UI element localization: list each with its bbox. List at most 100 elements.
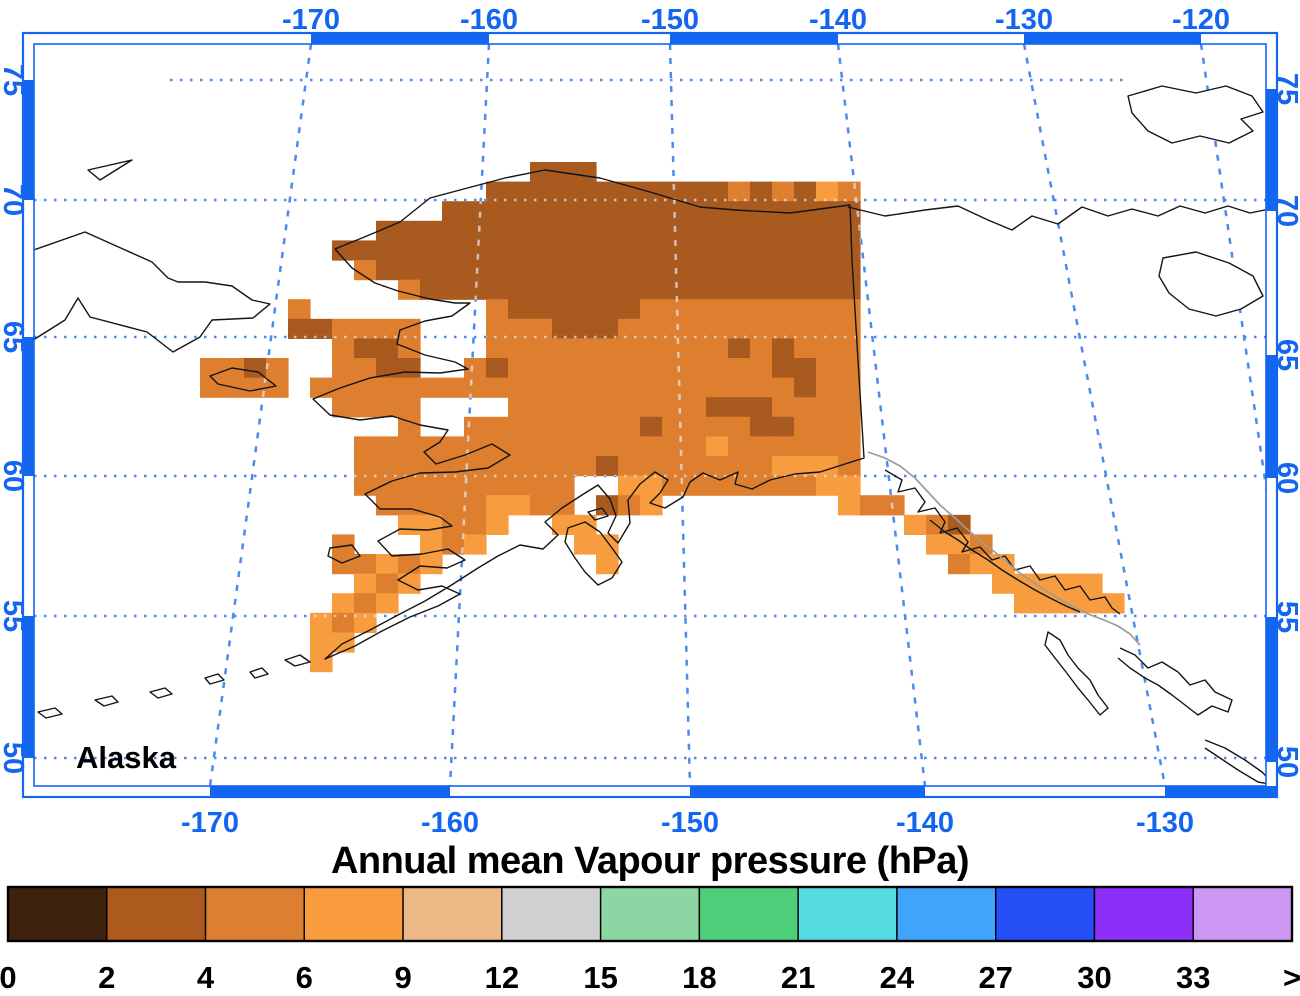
grid-cell [442, 495, 465, 516]
grid-cell [816, 260, 839, 281]
grid-cell [640, 416, 663, 437]
grid-cell [552, 279, 575, 300]
grid-cell [508, 181, 531, 202]
se-archipelago-inner [929, 519, 1081, 613]
colorbar-segment [402, 886, 503, 942]
grid-cell [662, 299, 685, 320]
grid-cell [838, 240, 861, 261]
grid-cell [552, 377, 575, 398]
grid-cell [948, 554, 971, 575]
grid-cell [310, 377, 333, 398]
chukotka-coast [34, 231, 271, 353]
grid-cell [640, 495, 663, 516]
grid-cell [706, 475, 729, 496]
grid-cell [398, 514, 421, 535]
grid-cell [640, 201, 663, 222]
grid-cell [486, 201, 509, 222]
grid-cell [530, 436, 553, 457]
colorbar-segment [1192, 886, 1293, 942]
grid-cell [706, 416, 729, 437]
grid-cell [420, 436, 443, 457]
grid-cell [970, 534, 993, 555]
grid-cell [618, 201, 641, 222]
frame-tick-right [1266, 89, 1277, 211]
grid-cell [420, 554, 443, 575]
lon-label-bottom: -160 [421, 807, 479, 839]
grid-cell [904, 514, 927, 535]
grid-cell [596, 181, 619, 202]
grid-cell [640, 299, 663, 320]
grid-cell [552, 338, 575, 359]
grid-cell [508, 338, 531, 359]
grid-cell [816, 475, 839, 496]
grid-cell [574, 514, 597, 535]
grid-cell [794, 181, 817, 202]
canada-island-1 [1127, 85, 1264, 144]
colorbar-segment [106, 886, 207, 942]
grid-cell [420, 534, 443, 555]
grid-cell [530, 358, 553, 379]
colorbar-label: 12 [485, 960, 519, 995]
grid-cell [464, 260, 487, 281]
grid-cell [376, 318, 399, 339]
grid-cell [728, 201, 751, 222]
lon-label-bottom: -140 [896, 807, 954, 839]
grid-cell [310, 612, 333, 633]
grid-cell [530, 495, 553, 516]
grid-cell [398, 436, 421, 457]
grid-cell [508, 240, 531, 261]
grid-cell [618, 181, 641, 202]
grid-cell [552, 495, 575, 516]
grid-cell [706, 260, 729, 281]
grid-cell [574, 377, 597, 398]
grid-cell [244, 377, 267, 398]
grid-cell [772, 475, 795, 496]
grid-cell [552, 318, 575, 339]
grid-cell [486, 181, 509, 202]
grid-cell [332, 358, 355, 379]
grid-cell [794, 436, 817, 457]
grid-cell [1014, 593, 1037, 614]
grid-cell [816, 220, 839, 241]
grid-cell [706, 397, 729, 418]
grid-cell [596, 416, 619, 437]
grid-cell [662, 377, 685, 398]
grid-cell [618, 475, 641, 496]
grid-cell [596, 495, 619, 516]
grid-cell [772, 299, 795, 320]
grid-cell [684, 220, 707, 241]
grid-cell [684, 318, 707, 339]
grid-cell [706, 436, 729, 457]
grid-cell [794, 397, 817, 418]
grid-cell [530, 162, 553, 183]
grid-cell [618, 299, 641, 320]
frame-tick-right [1266, 355, 1277, 478]
frame-tick-bottom [1165, 786, 1277, 797]
colorbar-label: 30 [1077, 960, 1111, 995]
lat-label-left: 55 [0, 600, 29, 632]
lat-label-left: 60 [0, 460, 29, 492]
grid-cell [464, 456, 487, 477]
grid-cell [398, 377, 421, 398]
grid-cell [574, 220, 597, 241]
grid-cell [772, 456, 795, 477]
grid-cell [596, 299, 619, 320]
grid-cell [530, 456, 553, 477]
aleutian-islet-1 [284, 654, 311, 667]
grid-cell [376, 436, 399, 457]
alaska-mainland [312, 169, 865, 660]
grid-cell [420, 260, 443, 281]
lat-label-right: 55 [1271, 601, 1300, 633]
grid-cell [706, 338, 729, 359]
meridian-line [1022, 44, 1167, 786]
grid-cell [640, 260, 663, 281]
grid-cell [332, 612, 355, 633]
grid-cell [838, 358, 861, 379]
grid-cell [794, 220, 817, 241]
grid-cell [442, 260, 465, 281]
grid-cell [508, 416, 531, 437]
grid-cell [420, 220, 443, 241]
colorbar-segment [896, 886, 997, 942]
colorbar-label: 0 [0, 960, 17, 995]
